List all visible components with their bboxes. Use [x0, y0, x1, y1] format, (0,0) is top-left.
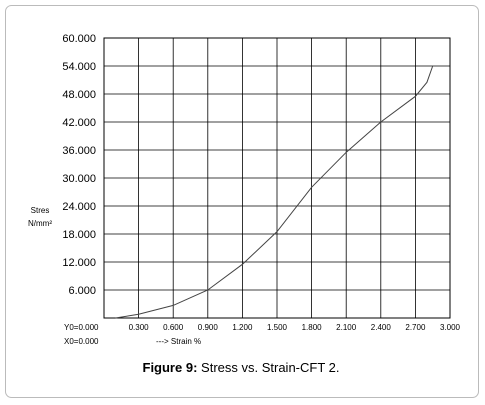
x-axis-label: ---> Strain %: [156, 337, 201, 346]
y-tick-label: 54.000: [62, 61, 96, 73]
y-tick-label: 36.000: [62, 145, 96, 157]
stress-strain-line: [115, 65, 434, 319]
caption-label: Figure 9:: [143, 360, 198, 375]
y-tick-label: 6.000: [68, 285, 96, 297]
x-tick-label: 2.400: [371, 323, 392, 332]
y-tick-label: 30.000: [62, 173, 96, 185]
y-axis-label: N/mm²: [28, 219, 52, 228]
x-tick-label: 0.300: [129, 323, 150, 332]
x-tick-label: 2.100: [336, 323, 357, 332]
caption: Figure 9: Stress vs. Strain-CFT 2.: [143, 360, 340, 375]
x-tick-label: 1.200: [232, 323, 253, 332]
y-tick-label: 18.000: [62, 229, 96, 241]
caption-text: Stress vs. Strain-CFT 2.: [201, 360, 339, 375]
y-axis-label: Stres: [31, 206, 50, 215]
y-tick-label: 48.000: [62, 89, 96, 101]
annotation: X0=0.000: [64, 337, 99, 346]
x-tick-label: 3.000: [440, 323, 461, 332]
x-tick-label: 1.800: [302, 323, 323, 332]
x-tick-label: 1.500: [267, 323, 288, 332]
x-tick-label: 0.600: [163, 323, 184, 332]
y-tick-label: 60.000: [62, 33, 96, 45]
annotation: Y0=0.000: [64, 323, 99, 332]
y-tick-label: 24.000: [62, 201, 96, 213]
x-tick-label: 0.900: [198, 323, 219, 332]
y-tick-label: 12.000: [62, 257, 96, 269]
x-tick-label: 2.700: [405, 323, 426, 332]
y-tick-label: 42.000: [62, 117, 96, 129]
